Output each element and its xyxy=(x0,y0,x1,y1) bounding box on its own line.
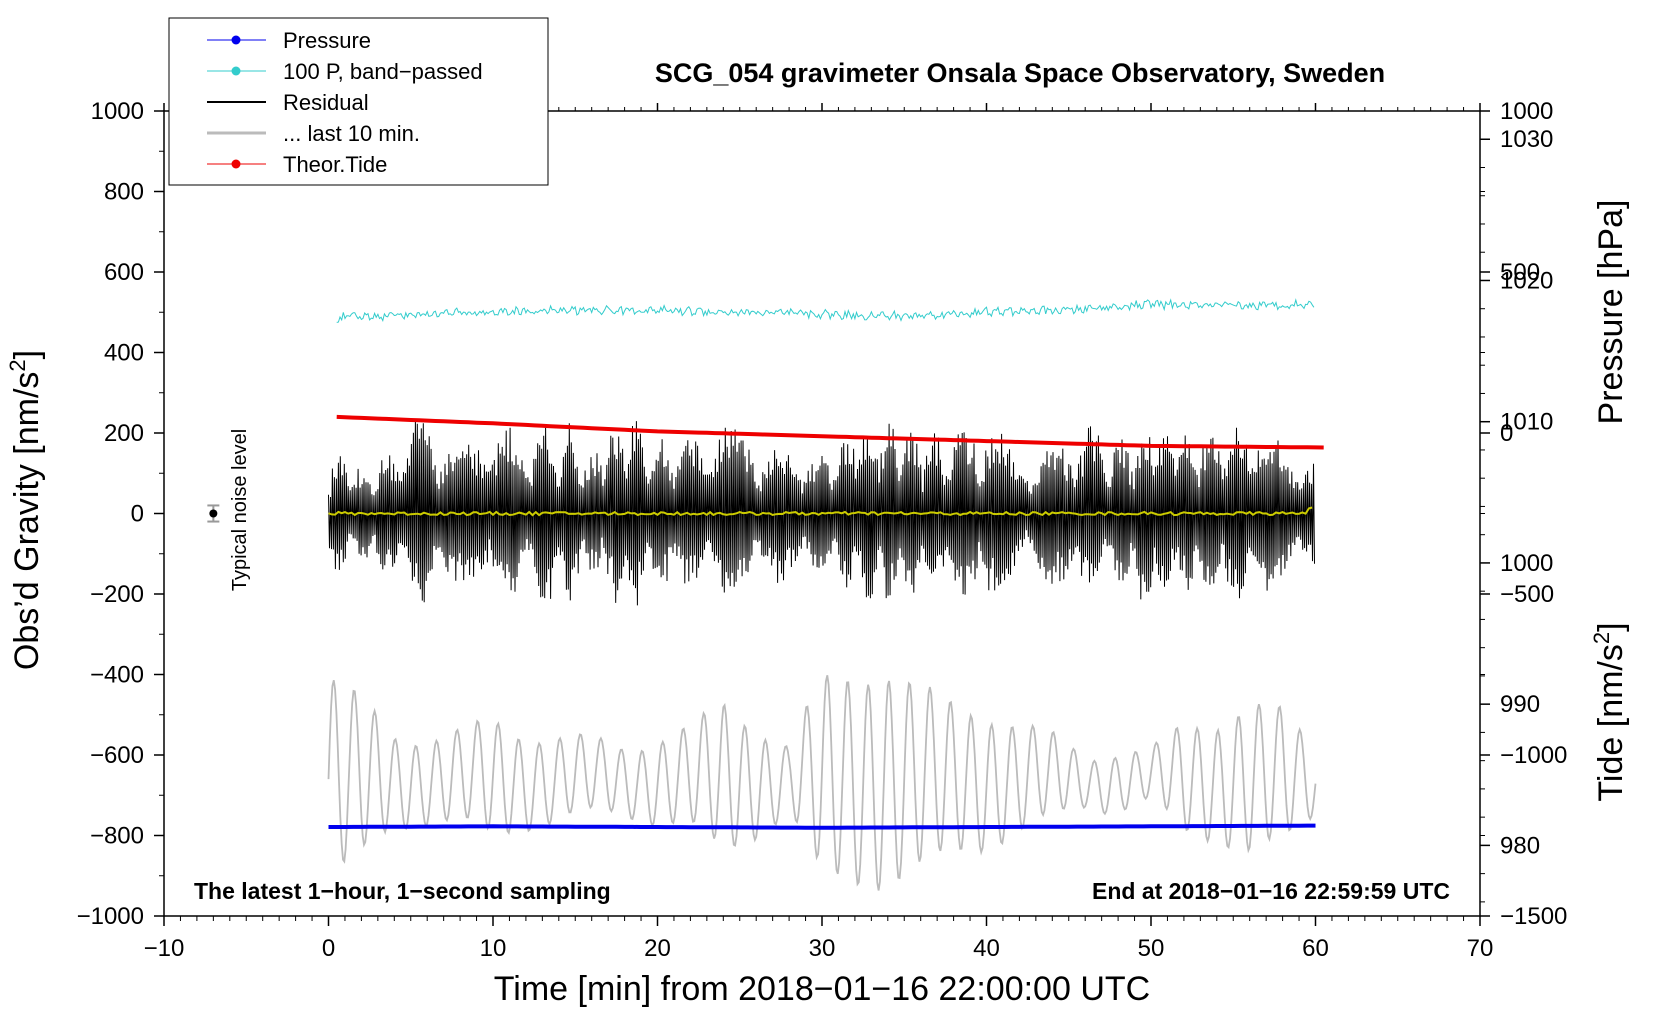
x-tick-label: 50 xyxy=(1138,935,1165,962)
tide-tick-label: −1500 xyxy=(1500,903,1567,930)
y-tick-label: −600 xyxy=(90,742,144,769)
x-tick-label: 70 xyxy=(1467,935,1494,962)
y-tick-label: −1000 xyxy=(77,903,144,930)
pressure-tick-label: 1020 xyxy=(1500,267,1553,294)
noise-level-marker xyxy=(207,504,220,523)
y-axis-title-left: Obs’d Gravity [nm/s2] xyxy=(5,350,46,670)
legend-marker xyxy=(231,159,241,169)
tide-tick-label: −1000 xyxy=(1500,742,1567,769)
pressure-line xyxy=(328,823,1316,830)
y-tick-label: 0 xyxy=(131,501,144,528)
bottom-left-note: The latest 1−hour, 1−second sampling xyxy=(194,878,611,904)
pressure-tick-label: 980 xyxy=(1500,832,1540,859)
y-tick-label: 1000 xyxy=(91,98,144,125)
y-tick-label: 600 xyxy=(104,259,144,286)
legend-marker xyxy=(231,66,241,76)
legend-label: Theor.Tide xyxy=(283,152,387,177)
pressure-tick-label: 1010 xyxy=(1500,409,1553,436)
theoretical-tide-line xyxy=(336,414,1324,450)
y-axis-title-pressure: Pressure [hPa] xyxy=(1592,200,1630,425)
x-tick-label: 40 xyxy=(973,935,1000,962)
tide-tick-label: 500 xyxy=(1500,259,1540,286)
pressure-tick-label: 990 xyxy=(1500,691,1540,718)
y-tick-label: 400 xyxy=(104,340,144,367)
x-tick-label: 0 xyxy=(322,935,335,962)
legend-label: ... last 10 min. xyxy=(283,121,420,146)
y-axis-title-tide-end: ] xyxy=(1592,622,1630,631)
y-axis-title-left-end: ] xyxy=(8,350,46,359)
y-tick-label: 800 xyxy=(104,179,144,206)
noise-point xyxy=(209,509,218,518)
last-10-min-line xyxy=(327,675,1317,891)
y-axis-title-tide-sup: 2 xyxy=(1589,632,1614,644)
y-tick-label: −400 xyxy=(90,662,144,689)
y-tick-label: 200 xyxy=(104,420,144,447)
y-axis-title-left-main: Obs’d Gravity [nm/s xyxy=(8,372,46,671)
x-tick-label: 10 xyxy=(480,935,507,962)
pressure-tick-label: 1000 xyxy=(1500,550,1553,577)
legend-marker xyxy=(231,35,241,45)
y-axis-title-left-sup: 2 xyxy=(5,359,30,371)
chart-title: SCG_054 gravimeter Onsala Space Observat… xyxy=(655,58,1385,88)
tide-tick-label: −500 xyxy=(1500,581,1554,608)
legend-label: 100 P, band−passed xyxy=(283,59,483,84)
plot-series xyxy=(327,298,1324,891)
bottom-right-note: End at 2018−01−16 22:59:59 UTC xyxy=(1092,878,1450,904)
legend-label: Pressure xyxy=(283,28,371,53)
tide-tick-label: 0 xyxy=(1500,420,1513,447)
x-axis-title: Time [min] from 2018−01−16 22:00:00 UTC xyxy=(494,970,1150,1008)
y-tick-label: −800 xyxy=(90,823,144,850)
y-axis-title-tide-main: Tide [nm/s xyxy=(1592,644,1630,801)
axis-ticks: −10 0 10 20 30 40 50 60 7010008006004002000−200−… xyxy=(77,98,1568,962)
noise-level-label: Typical noise level xyxy=(229,429,251,591)
y-tick-label: −200 xyxy=(90,581,144,608)
tide-tick-label: 1000 xyxy=(1500,98,1553,125)
yellow-line xyxy=(328,506,1313,517)
y-axis-title-tide: Tide [nm/s2] xyxy=(1589,622,1630,801)
pressure-tick-label: 1030 xyxy=(1500,126,1553,153)
x-tick-label: −10 xyxy=(144,935,185,962)
legend-label: Residual xyxy=(283,90,369,115)
x-tick-label: 30 xyxy=(809,935,836,962)
x-tick-label: 60 xyxy=(1302,935,1329,962)
legend: Pressure 100 P, band−passed Residual ... la… xyxy=(168,17,549,186)
x-tick-label: 20 xyxy=(644,935,671,962)
band-passed-pressure-line xyxy=(336,298,1315,323)
